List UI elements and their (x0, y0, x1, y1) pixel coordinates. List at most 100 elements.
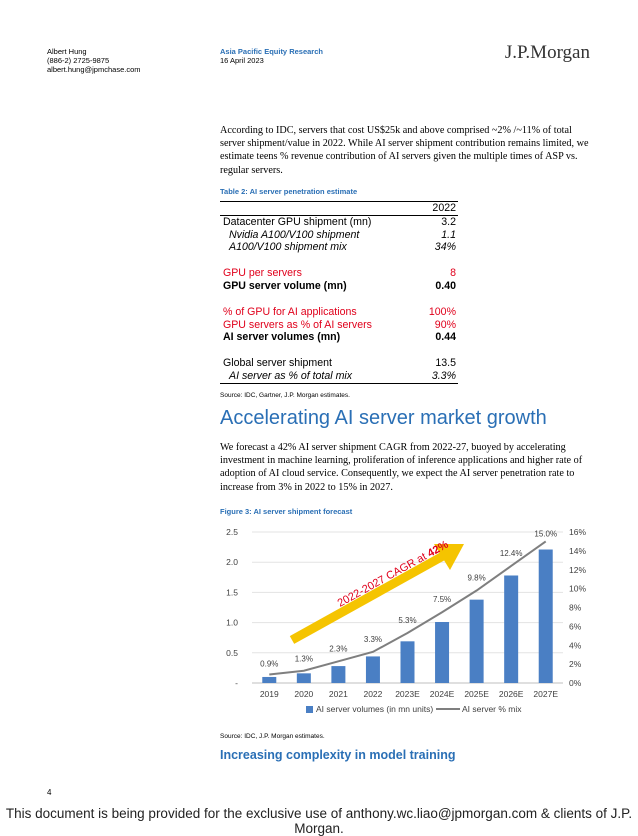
page-number: 4 (47, 788, 52, 797)
right-tick-label: 4% (569, 640, 582, 650)
section-paragraph: We forecast a 42% AI server shipment CAG… (220, 442, 583, 493)
x-tick-label: 2025E (464, 689, 489, 699)
data-label: 0.9% (260, 660, 278, 669)
year-header: 2022 (419, 201, 458, 216)
bar (435, 621, 450, 683)
row-value: 3.2 (441, 215, 456, 228)
bar (262, 676, 277, 683)
row-value: 0.44 (435, 331, 456, 344)
table-row: GPU server volume (mn) 0.40 (220, 280, 458, 293)
x-tick-label: 2019 (260, 689, 279, 699)
right-tick-label: 16% (569, 527, 586, 537)
cagr-arrow-shaft (289, 552, 446, 644)
bar (469, 599, 484, 683)
row-value: 13.5 (435, 357, 456, 370)
x-tick-label: 2024E (430, 689, 455, 699)
cagr-arrow-head (434, 544, 464, 570)
bar (365, 656, 380, 683)
row-label: Nvidia A100/V100 shipment (229, 228, 360, 241)
row-value: 1.1 (441, 228, 456, 241)
intro-paragraph: According to IDC, servers that cost US$2… (220, 125, 589, 176)
figure-title: Figure 3: AI server shipment forecast (220, 507, 353, 516)
data-label: 7.5% (433, 595, 451, 604)
data-label: 3.3% (364, 635, 382, 644)
bar (331, 666, 346, 683)
table-row: Global server shipment 13.5 (220, 357, 458, 370)
mix-line (269, 540, 547, 676)
right-tick-label: 14% (569, 546, 586, 556)
section-heading: Accelerating AI server market growth (220, 407, 547, 429)
table-title: Table 2: AI server penetration estimate (220, 187, 358, 196)
row-label: GPU servers as % of AI servers (223, 318, 372, 331)
row-value: 0.40 (435, 279, 456, 292)
report-info: Asia Pacific Equity Research 16 April 20… (220, 47, 323, 65)
penetration-table: 2022 Datacenter GPU shipment (mn) 3.2 Nv… (220, 201, 458, 384)
table-row: AI server volumes (mn) 0.44 (220, 331, 458, 344)
table-row: GPU servers as % of AI servers 90% (220, 319, 458, 332)
row-label: AI server volumes (mn) (223, 331, 341, 344)
row-label: % of GPU for AI applications (223, 305, 357, 318)
author-name: Albert Hung (47, 47, 87, 56)
left-tick-label: 1.5 (226, 587, 238, 597)
author-email: albert.hung@jpmchase.com (47, 65, 141, 74)
jpmorgan-logo: J.P.Morgan (504, 42, 590, 63)
ai-server-chart: - 0.5 1.0 1.5 2.0 2.5 0% 2% 4% 6% 8% 10% 12% 14% 16% 20… (226, 527, 586, 714)
right-tick-label: 6% (569, 621, 582, 631)
bar (538, 549, 553, 683)
right-tick-label: 12% (569, 565, 586, 575)
row-label: GPU server volume (mn) (223, 279, 347, 292)
table-row: AI server as % of total mix 3.3% (220, 369, 458, 384)
row-label: Datacenter GPU shipment (mn) (223, 215, 372, 228)
left-tick-label: 0.5 (226, 648, 238, 658)
right-tick-label: 10% (569, 584, 586, 594)
left-tick-label: 1.0 (226, 618, 238, 628)
x-tick-label: 2021 (329, 689, 348, 699)
left-tick-label: - (235, 678, 238, 688)
right-tick-label: 2% (569, 659, 582, 669)
legend-bar-swatch (306, 706, 313, 713)
data-label: 15.0% (534, 529, 557, 538)
table-row: Datacenter GPU shipment (mn) 3.2 (220, 215, 458, 228)
left-tick-label: 2.5 (226, 527, 238, 537)
author-phone: (886-2) 2725-9875 (47, 56, 110, 65)
row-label: AI server as % of total mix (220, 369, 420, 384)
bar (400, 641, 415, 683)
left-tick-label: 2.0 (226, 557, 238, 567)
legend-line-label: AI server % mix (462, 704, 522, 714)
x-tick-label: 2026E (499, 689, 524, 699)
data-label: 5.3% (398, 616, 416, 625)
table-row: Nvidia A100/V100 shipment 1.1 (220, 229, 458, 242)
legend-bar-label: AI server volumes (in mn units) (316, 704, 433, 714)
data-label: 9.8% (467, 574, 485, 583)
x-tick-label: 2020 (294, 689, 313, 699)
row-value: 90% (434, 318, 456, 331)
table-row: A100/V100 shipment mix 34% (220, 241, 458, 254)
x-tick-label: 2027E (533, 689, 558, 699)
next-section-heading: Increasing complexity in model training (220, 748, 456, 762)
row-label: GPU per servers (223, 267, 302, 280)
row-value: 34% (434, 241, 456, 254)
row-value: 100% (428, 305, 456, 318)
figure-source: Source: IDC, J.P. Morgan estimates. (220, 733, 325, 740)
table-header-row: 2022 (220, 201, 458, 216)
author-block: Albert Hung (886-2) 2725-9875 albert.hun… (47, 47, 141, 74)
data-label: 2.3% (329, 644, 347, 653)
bar (504, 575, 519, 683)
right-tick-label: 8% (569, 603, 582, 613)
row-value: 8 (450, 267, 456, 280)
data-label: 1.3% (295, 655, 313, 664)
data-label: 12.4% (500, 549, 523, 558)
row-label: Global server shipment (223, 357, 332, 370)
department: Asia Pacific Equity Research (220, 47, 323, 56)
watermark-text: This document is being provided for the … (5, 806, 633, 836)
table-row: % of GPU for AI applications 100% (220, 306, 458, 319)
x-tick-label: 2023E (395, 689, 420, 699)
bar (296, 673, 311, 683)
table-row: GPU per servers 8 (220, 267, 458, 280)
report-date: 16 April 2023 (220, 56, 264, 65)
x-tick-label: 2022 (363, 689, 382, 699)
row-value: 3.3% (419, 369, 458, 384)
row-label: A100/V100 shipment mix (229, 241, 347, 254)
right-tick-label: 0% (569, 678, 582, 688)
table-source: Source: IDC, Gartner, J.P. Morgan estima… (220, 392, 350, 399)
